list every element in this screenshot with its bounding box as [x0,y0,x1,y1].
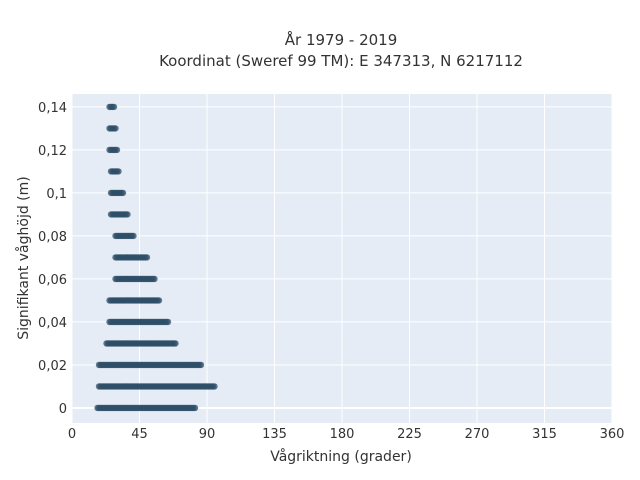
data-point [211,383,218,390]
x-tick-label: 90 [199,427,216,442]
x-axis-label: Vågriktning (grader) [270,448,412,465]
x-tick-label: 315 [532,427,557,442]
data-point [119,189,127,197]
x-tick-label: 225 [397,427,422,442]
x-tick-label: 180 [330,427,355,442]
data-point [191,404,199,412]
x-tick-label: 360 [600,427,625,442]
y-tick-labels: 0 0,02 0,04 0,06 0,08 0,1 0,12 0,14 [38,101,67,417]
grid-lines [71,94,613,423]
y-tick-label: 0 [59,402,67,417]
data-point [130,232,137,240]
y-tick-label: 0,12 [38,144,67,159]
x-tick-labels: 0 45 90 135 180 225 270 315 360 [68,427,625,442]
data-point [113,146,121,154]
data-point [172,340,179,347]
x-tick-label: 135 [262,427,287,442]
data-point [143,254,151,261]
data-point [164,318,172,326]
y-tick-label: 0,04 [38,316,67,331]
data-point [197,361,205,369]
data-point [115,168,122,175]
data-points [94,103,218,412]
y-tick-label: 0,08 [38,230,67,245]
data-point [151,275,158,283]
x-tick-label: 270 [465,427,490,442]
y-tick-label: 0,02 [38,359,67,374]
x-tick-label: 45 [131,427,148,442]
y-tick-label: 0,1 [46,187,67,202]
data-point [155,297,163,304]
chart-title-line2: Koordinat (Sweref 99 TM): E 347313, N 62… [159,52,523,70]
data-point [110,103,118,111]
chart-title-line1: År 1979 - 2019 [285,30,398,49]
data-point [112,125,119,132]
y-axis-label: Signifikant våghöjd (m) [15,176,32,339]
x-tick-label: 0 [68,427,76,442]
y-tick-label: 0,06 [38,273,67,288]
y-tick-label: 0,14 [38,101,67,116]
data-point [124,211,131,218]
